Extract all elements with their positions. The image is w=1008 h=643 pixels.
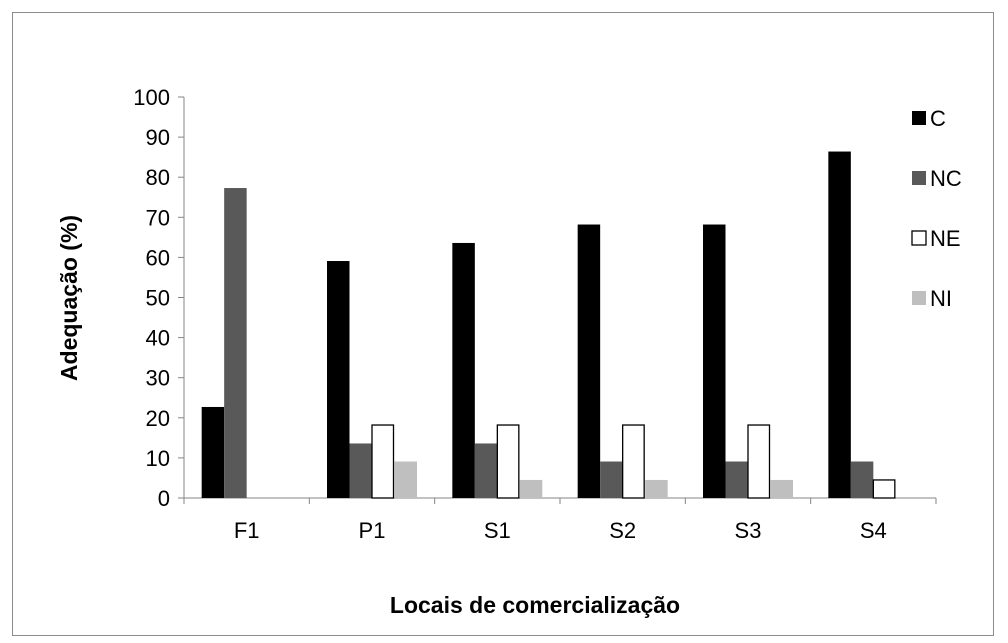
bar-c-s3: [703, 224, 726, 498]
legend-swatch-c: [912, 111, 926, 125]
bar-nc-s2: [600, 461, 623, 498]
y-tick-label: 50: [146, 286, 170, 311]
x-axis: F1 P1 S1 S2 S3 S4: [183, 497, 937, 543]
bar-nc-f1: [224, 188, 247, 499]
y-tick-label: 20: [146, 406, 170, 431]
bar-c-p1: [327, 261, 350, 498]
y-tick-label: 80: [146, 165, 170, 190]
y-tick-label: 10: [146, 446, 170, 471]
bar-ne-s4: [872, 479, 896, 499]
legend-swatch-nc: [912, 171, 926, 185]
legend: C NC NE NI: [911, 106, 962, 311]
bar-ni-s3: [770, 479, 793, 498]
x-tick-label: P1: [359, 518, 386, 543]
bar-nc-s4: [850, 461, 874, 498]
legend-swatch-ni: [912, 291, 926, 305]
legend-label-c: C: [930, 106, 946, 131]
x-tick-label: S2: [609, 518, 636, 543]
bars: [201, 151, 896, 499]
bar-c-s4: [828, 151, 851, 498]
legend-swatch-ne: [911, 230, 927, 246]
bar-c-f1: [201, 406, 225, 498]
y-tick-label: 90: [146, 125, 170, 150]
bar-ne-p1: [371, 424, 395, 499]
bar-nc-s1: [474, 443, 498, 498]
bar-ne-s2: [622, 424, 645, 499]
bar-ni-p1: [394, 461, 417, 498]
legend-label-nc: NC: [930, 166, 962, 191]
bar-nc-p1: [349, 443, 372, 498]
bar-ne-s1: [496, 424, 520, 499]
x-tick-label: S4: [860, 518, 887, 543]
legend-label-ne: NE: [930, 226, 961, 251]
bar-nc-s3: [725, 461, 748, 498]
y-tick-label: 100: [133, 85, 170, 110]
y-tick-label: 30: [146, 366, 170, 391]
y-tick-label: 0: [158, 486, 170, 511]
x-tick-label: S3: [735, 518, 762, 543]
bar-c-s2: [577, 224, 601, 498]
bar-c-s1: [452, 242, 475, 498]
y-axis-title: Adequação (%): [56, 215, 82, 381]
bar-ne-s3: [747, 424, 771, 499]
bar-ni-s1: [519, 479, 543, 498]
y-tick-label: 60: [146, 245, 170, 270]
bar-ni-s2: [645, 479, 668, 498]
y-tick-label: 70: [146, 205, 170, 230]
x-tick-label: F1: [234, 518, 260, 543]
x-tick-label: S1: [484, 518, 511, 543]
legend-label-ni: NI: [930, 286, 952, 311]
x-axis-title: Locais de comercialização: [390, 592, 680, 618]
y-axis: 0 10 20 30 40 50 60 70 80 90 100: [133, 85, 185, 511]
y-tick-label: 40: [146, 326, 170, 351]
